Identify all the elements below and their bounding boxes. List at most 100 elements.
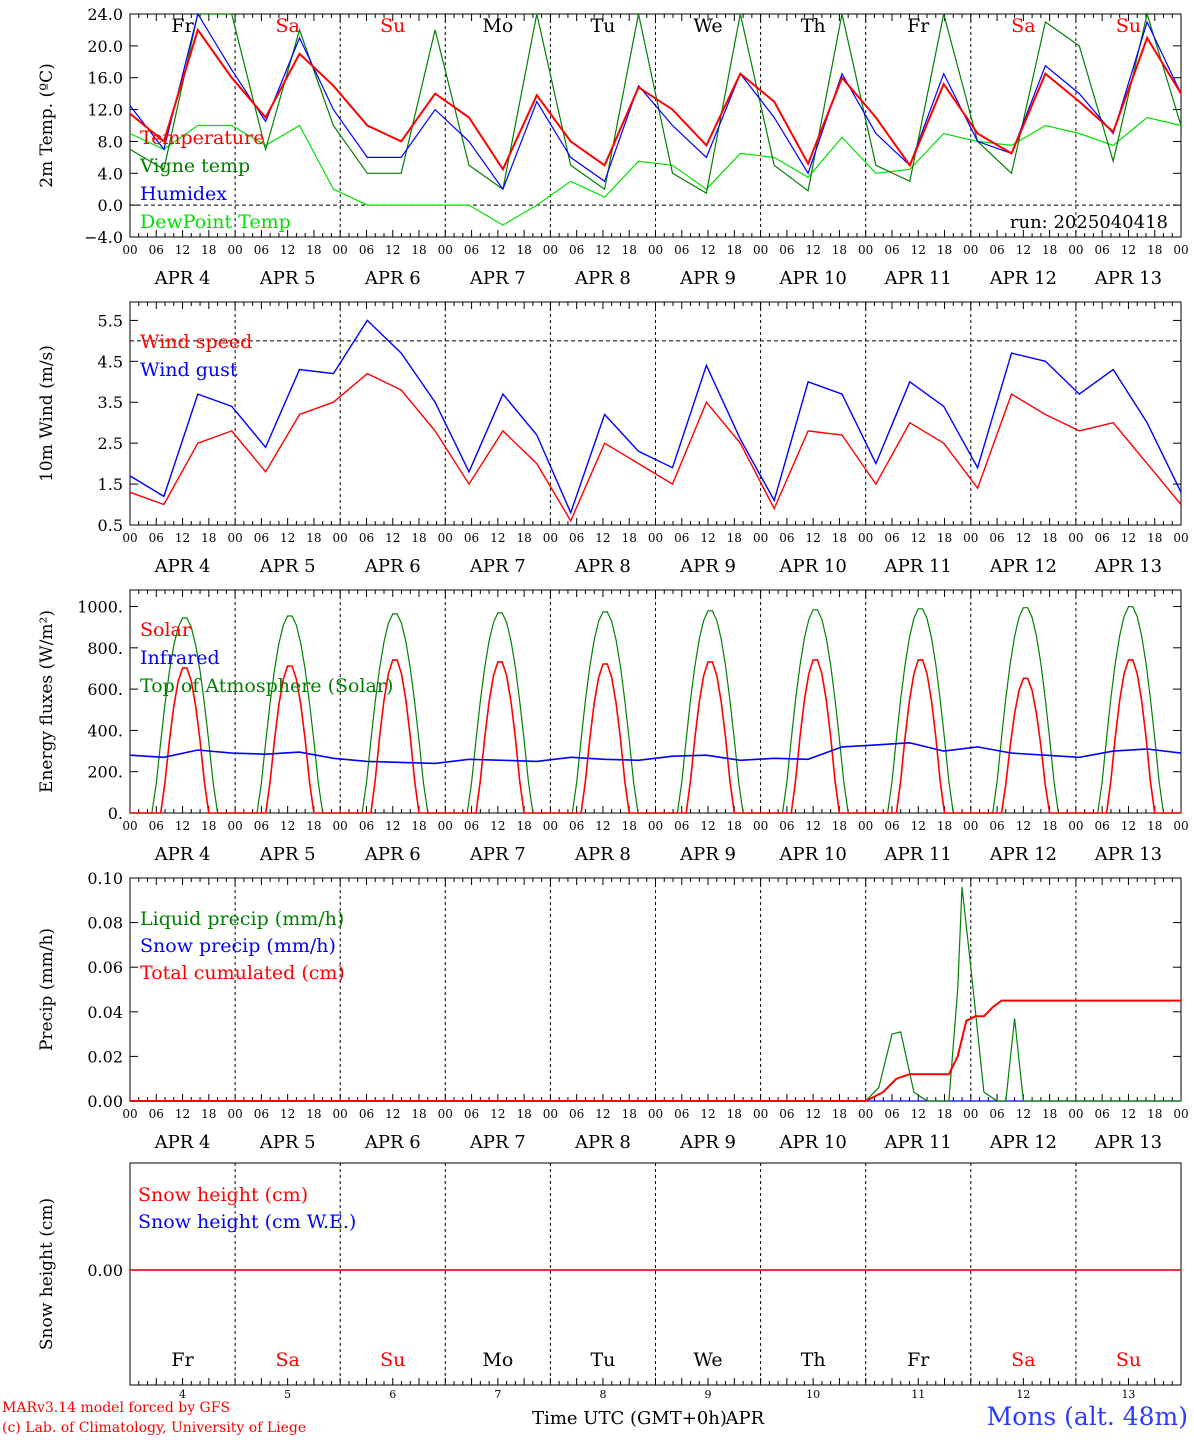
legend-snow-height-cm: Snow height (cm) <box>138 1184 308 1206</box>
hour-tick-label: 06 <box>464 819 479 833</box>
y-axis-label: Precip (mm/h) <box>37 928 57 1051</box>
date-label: APR 6 <box>364 1132 421 1153</box>
hour-tick-label: 06 <box>779 1107 794 1121</box>
date-label: APR 9 <box>679 268 736 289</box>
hour-tick-label: 12 <box>175 243 190 257</box>
hour-tick-label: 12 <box>911 819 926 833</box>
date-label: APR 4 <box>154 844 211 865</box>
hour-tick-label: 18 <box>201 243 216 257</box>
y-axis-label: 2m Temp. (ºC) <box>37 63 57 188</box>
hour-tick-label: 12 <box>490 243 505 257</box>
y-tick-label: 0.06 <box>87 958 123 977</box>
y-tick-label: 4.0 <box>98 164 123 183</box>
day-number: 8 <box>599 1388 606 1401</box>
hour-tick-label: 06 <box>569 819 584 833</box>
legend-snow-precip-mm-h: Snow precip (mm/h) <box>140 935 336 957</box>
date-label: APR 10 <box>779 556 847 577</box>
date-label: APR 13 <box>1094 844 1162 865</box>
station-name: Mons (alt. 48m) <box>986 1402 1188 1431</box>
weekday-label: Th <box>801 15 826 37</box>
hour-tick-label: 12 <box>700 1107 715 1121</box>
day-number: 5 <box>284 1388 291 1401</box>
date-label: APR 12 <box>989 1132 1057 1153</box>
day-number: 4 <box>179 1388 186 1401</box>
hour-tick-label: 06 <box>149 531 164 545</box>
hour-tick-label: 00 <box>543 243 558 257</box>
hour-tick-label: 00 <box>1068 819 1083 833</box>
hour-tick-label: 18 <box>727 243 742 257</box>
hour-tick-label: 18 <box>832 531 847 545</box>
legend-snow-height-cm-w-e: Snow height (cm W.E.) <box>138 1211 356 1233</box>
weekday-label: Tu <box>590 15 615 37</box>
weekday-label: Fr <box>171 1349 194 1371</box>
hour-tick-label: 18 <box>306 1107 321 1121</box>
y-axis-label: 10m Wind (m/s) <box>37 345 57 482</box>
hour-tick-label: 00 <box>1068 1107 1083 1121</box>
hour-tick-label: 06 <box>254 243 269 257</box>
date-label: APR 8 <box>574 268 631 289</box>
hour-tick-label: 12 <box>280 1107 295 1121</box>
hour-tick-label: 12 <box>595 531 610 545</box>
weekday-label: Sa <box>1011 1349 1035 1371</box>
hour-tick-label: 12 <box>1121 819 1136 833</box>
hour-tick-label: 00 <box>333 819 348 833</box>
hour-tick-label: 18 <box>411 819 426 833</box>
hour-tick-label: 00 <box>858 243 873 257</box>
hour-tick-label: 06 <box>254 1107 269 1121</box>
hour-tick-label: 00 <box>648 531 663 545</box>
hour-tick-label: 06 <box>1095 243 1110 257</box>
weekday-label: We <box>693 1349 722 1371</box>
series-vigne-temp <box>129 11 1182 195</box>
y-tick-label: 24.0 <box>87 5 123 24</box>
hour-tick-label: 06 <box>359 243 374 257</box>
hour-tick-label: 06 <box>884 819 899 833</box>
weekday-label: Sa <box>275 1349 299 1371</box>
hour-tick-label: 12 <box>700 819 715 833</box>
hour-tick-label: 18 <box>411 531 426 545</box>
weekday-label: Su <box>1116 1349 1141 1371</box>
y-tick-label: 0.04 <box>87 1003 123 1022</box>
date-label: APR 11 <box>884 556 952 577</box>
weekday-label: Su <box>380 15 405 37</box>
hour-tick-label: 12 <box>806 243 821 257</box>
hour-tick-label: 12 <box>280 819 295 833</box>
legend-infrared: Infrared <box>140 647 220 669</box>
y-tick-label: −4.0 <box>84 228 123 247</box>
hour-tick-label: 06 <box>149 819 164 833</box>
hour-tick-label: 00 <box>858 819 873 833</box>
y-tick-label: 800. <box>87 639 123 658</box>
hour-tick-label: 00 <box>333 243 348 257</box>
date-label: APR 6 <box>364 268 421 289</box>
series-total-cumulated-cm <box>130 999 1181 1102</box>
y-tick-label: 0.5 <box>98 516 123 535</box>
hour-tick-label: 06 <box>989 243 1004 257</box>
hour-tick-label: 00 <box>543 531 558 545</box>
hour-tick-label: 12 <box>175 531 190 545</box>
hour-tick-label: 18 <box>622 819 637 833</box>
hour-tick-label: 06 <box>674 1107 689 1121</box>
hour-tick-label: 18 <box>937 531 952 545</box>
y-tick-label: 0.00 <box>87 1092 123 1111</box>
hour-tick-label: 12 <box>385 243 400 257</box>
hour-tick-label: 00 <box>858 1107 873 1121</box>
legend-liquid-precip-mm-h: Liquid precip (mm/h) <box>140 908 344 930</box>
hour-tick-label: 06 <box>1095 531 1110 545</box>
day-number: 12 <box>1016 1388 1030 1401</box>
hour-tick-label: 12 <box>1016 1107 1031 1121</box>
date-label: APR 9 <box>679 556 736 577</box>
hour-tick-label: 00 <box>227 1107 242 1121</box>
hour-tick-label: 00 <box>963 243 978 257</box>
hour-tick-label: 18 <box>1147 243 1162 257</box>
hour-tick-label: 06 <box>569 243 584 257</box>
hour-tick-label: 00 <box>543 819 558 833</box>
date-label: APR 13 <box>1094 268 1162 289</box>
series-liquid-precip-mm-h <box>130 886 1181 1102</box>
hour-tick-label: 12 <box>490 819 505 833</box>
hour-tick-label: 18 <box>1147 819 1162 833</box>
date-label: APR 8 <box>574 1132 631 1153</box>
date-label: APR 12 <box>989 268 1057 289</box>
panel-3: 00 06 12 18 00 06 12 18 00 06 12 18 00 06 12 18 00 06 12 18… <box>37 589 1189 865</box>
legend-humidex: Humidex <box>140 183 227 205</box>
hour-tick-label: 06 <box>1095 1107 1110 1121</box>
